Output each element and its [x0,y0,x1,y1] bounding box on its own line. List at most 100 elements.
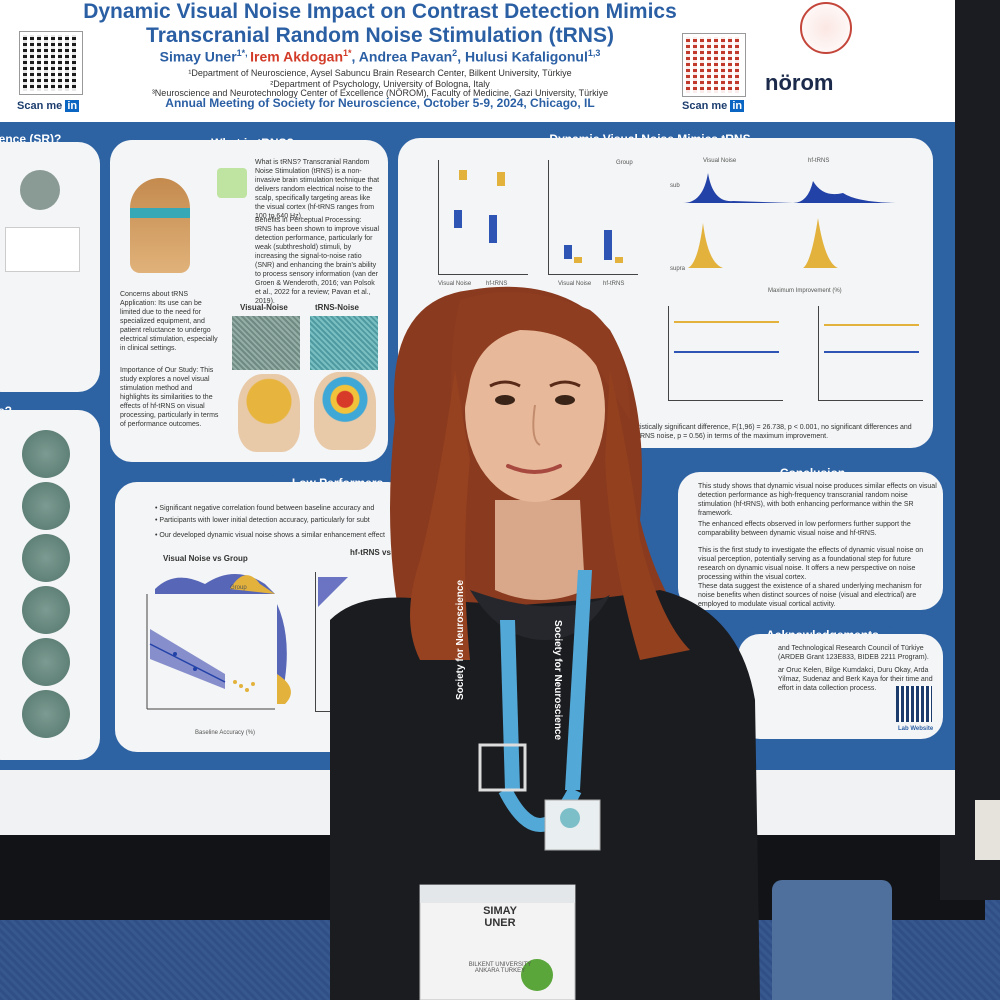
university-seal [800,2,852,54]
panel-conclusion: This study shows that dynamic visual noi… [678,472,943,610]
noise-stimulus-5 [22,638,70,686]
ack-funding: and Technological Research Council of Tü… [778,645,929,661]
affiliation-1: ¹Department of Neuroscience, Aysel Sabun… [188,68,572,78]
badge-institution: BILKENT UNIVERSITY ANKARA TURKEY [455,962,545,974]
importance-text: This study explores a novel visual stimu… [120,367,219,428]
trns-noise-image [310,316,378,370]
boxplot-baseline [438,160,528,275]
ridge-label-supra: supra [670,266,686,272]
coffee-cup [975,800,1000,860]
lanyard-text-left: Society for Neuroscience [455,579,466,700]
box2-supra-vn [574,257,582,263]
box-sub-hf [489,215,497,243]
axis-label-hf-2: hf-tRNS [603,281,625,287]
noise-stimulus-6 [22,690,70,738]
panel-visual-noise [0,410,100,760]
affiliation-3: ³Neuroscience and Neurotechnology Center… [151,88,609,98]
poster-lower-strip [0,770,955,835]
density-ridge-plot [683,173,903,268]
trns-definition: Transcranial Random Noise Stimulation (t… [255,159,380,220]
scan-me-left: Scan me in [17,100,80,112]
concerns-heading: Concerns about tRNS Application: [120,291,189,307]
box-sub-vn [454,210,462,228]
ack-people: ar Oruc Kelen, Bilge Kumdakci, Duru Okay… [778,667,933,692]
bullet-3: • Our developed dynamic visual noise sho… [155,532,385,539]
line-sub-vn [674,351,779,353]
boxplot-improvement [548,160,638,275]
hf-scatter-band [318,577,348,607]
conclusion-point-4: These data suggest the existence of a sh… [698,583,922,608]
conclusion-point-3: This is the first study to investigate t… [698,547,924,581]
badge-name-line-2: UNER [484,917,516,929]
headband-illustration [130,208,190,218]
affiliation-2: ²Department of Psychology, University of… [270,79,490,89]
conclusion-point-2: The enhanced effects observed in low per… [698,521,911,537]
visual-noise-label: Visual-Noise [240,303,288,312]
trns-noise-label: tRNS-Noise [315,303,360,312]
scatter-plot-hf [315,572,395,712]
benefits-heading: Benefits in Perceptual Processing: [255,217,362,224]
bystander-jeans [772,880,892,1000]
box-supra-vn [459,170,467,180]
sr-graph [5,227,80,272]
stimulator-device [217,168,247,198]
author-3: , Andrea Pavan [351,48,453,65]
scatter-x-axis-label: Baseline Accuracy (%) [195,730,256,736]
noise-stimulus-1 [22,430,70,478]
axis-label-vn-2: Visual Noise [558,281,592,287]
legend-group: Group [616,160,633,166]
badge-name: SIMAY UNER [470,905,530,929]
bullet-1: • Significant negative correlation found… [155,505,375,512]
axis-label-hf: hf-tRNS [486,281,508,287]
stats-text: tistically significant difference, F(1,9… [638,424,912,440]
lab-website-label: Lab Website [898,726,934,732]
line-plot-hf [818,306,923,401]
noise-stimulus-3 [22,534,70,582]
poster-title: Dynamic Visual Noise Impact on Contrast … [0,0,760,48]
author-1: Simay Uner [159,48,237,65]
head-illustration [130,178,190,273]
noise-stimulus-2 [22,482,70,530]
conclusion-point-1: This study shows that dynamic visual noi… [698,483,937,517]
scatter-plot-vn [146,574,291,710]
box-supra-hf [497,172,505,186]
title-line-1: Dynamic Visual Noise Impact on Contrast … [83,0,677,23]
box2-sub-hf [604,230,612,260]
box2-sub-vn [564,245,572,259]
author-1-sup: 1*, [236,48,251,58]
concerns-text: Its use can be limited due to the need f… [120,300,218,352]
line-sub-hf [824,351,919,353]
importance-heading: Importance of Our Study: [120,367,199,374]
scan-me-right: Scan me in [682,100,745,112]
research-poster: Dynamic Visual Noise Impact on Contrast … [0,0,955,835]
ridge-label-sub: sub [670,183,680,189]
author-4: , Hulusi Kafaligonul [457,48,588,65]
ridge-title-hf: hf-tRNS [808,158,830,164]
box2-supra-hf [615,257,623,263]
scatter-title-vn: Visual Noise vs Group [163,554,248,563]
brain-illustration [238,374,300,452]
line-plot-vn [668,306,783,401]
meeting-info: Annual Meeting of Society for Neuroscien… [165,96,595,110]
scatter-legend-group: Group [230,585,247,591]
panel-low-performers: • Significant negative correlation found… [115,482,410,752]
author-2: Irem Akdogan [250,48,344,65]
panel-acknowledgements: and Technological Research Council of Tü… [738,634,943,739]
poster-header: Dynamic Visual Noise Impact on Contrast … [0,0,955,122]
lanyard-text-right: Society for Neuroscience [552,620,563,741]
qr-code-right [682,33,746,97]
visual-noise-image [232,316,300,370]
author-4-sup: 1,3 [587,48,601,58]
author-3-sup: 2 [452,48,458,58]
poster-authors: Simay Uner1*, Irem Akdogan1*, Andrea Pav… [0,48,760,65]
brain-heatmap-illustration [314,372,376,450]
bullet-2: • Participants with lower initial detect… [155,517,370,524]
line-supra-vn [674,321,779,323]
badge-inst-line-1: BILKENT UNIVERSITY [468,962,532,968]
ridge-x-axis-label: Maximum Improvement (%) [768,288,842,294]
norom-logo: nörom [765,70,834,95]
panel-stochastic-resonance [0,142,100,392]
qr-code-left [19,31,83,95]
badge-inst-line-2: ANKARA TURKEY [474,968,526,974]
